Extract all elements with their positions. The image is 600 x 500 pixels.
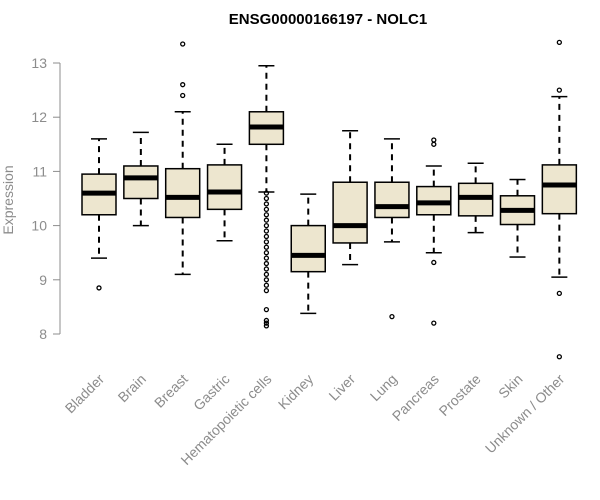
iqr-box: [332, 181, 368, 244]
box-bladder: [81, 138, 117, 291]
outlier-point: [263, 277, 270, 283]
outlier-point: [263, 271, 270, 278]
outlier-point: [263, 201, 270, 207]
outlier-point: [263, 250, 270, 256]
outlier-point: [263, 217, 270, 223]
outlier-point: [263, 255, 270, 261]
box-prostate: [457, 162, 494, 234]
outlier-point: [263, 244, 270, 250]
x-tick-label: Liver: [325, 371, 358, 404]
outlier-point: [389, 314, 395, 320]
outlier-point: [556, 354, 562, 360]
y-tick-label: 12: [31, 109, 47, 125]
iqr-box: [123, 165, 159, 200]
outlier-point: [431, 141, 437, 147]
iqr-box: [374, 181, 410, 219]
x-tick-label: Skin: [495, 371, 526, 402]
y-tick-label: 11: [32, 163, 47, 179]
outlier-point: [263, 287, 270, 294]
y-tick-label: 10: [31, 218, 47, 234]
outlier-point: [263, 222, 270, 229]
outlier-point: [263, 195, 270, 202]
outlier-point: [556, 39, 562, 46]
box-skin: [499, 178, 536, 258]
outlier-point: [96, 285, 102, 291]
x-tick-label: Kidney: [275, 371, 317, 413]
box-pancreas: [416, 137, 452, 326]
y-tick-label: 8: [39, 326, 47, 342]
box-kidney: [290, 193, 326, 315]
outlier-point: [556, 87, 562, 93]
y-axis: 8 9 10 11 12 13: [31, 55, 61, 342]
outlier-point: [180, 92, 186, 99]
outlier-point: [263, 228, 270, 234]
outlier-point: [263, 233, 270, 240]
outlier-point: [556, 290, 562, 297]
y-tick-label: 13: [31, 55, 47, 71]
outlier-point: [180, 41, 186, 47]
box-brain: [123, 131, 159, 227]
x-tick-label: Pancreas: [389, 371, 442, 424]
iqr-box: [206, 164, 243, 211]
outlier-point: [263, 266, 270, 272]
outlier-point: [263, 212, 270, 218]
outlier-point: [263, 260, 270, 267]
outlier-point: [263, 206, 270, 212]
iqr-box: [164, 167, 201, 219]
box-hematopoietic-cells: [248, 64, 285, 329]
box-breast: [164, 41, 201, 276]
outlier-point: [180, 82, 186, 88]
box-series: [81, 39, 578, 360]
x-tick-label: Prostate: [436, 371, 484, 419]
box-lung: [374, 138, 410, 320]
x-tick-label: Brain: [115, 371, 149, 405]
iqr-box: [290, 224, 326, 273]
outlier-point: [431, 320, 437, 326]
outlier-point: [263, 317, 270, 324]
outlier-point: [263, 239, 270, 245]
outlier-point: [263, 323, 270, 329]
outlier-point: [263, 306, 270, 313]
box-gastric: [206, 143, 243, 242]
iqr-box: [541, 164, 578, 215]
chart-title: ENSG00000166197 - NOLC1: [229, 11, 427, 28]
outlier-point: [431, 259, 437, 266]
y-axis-label: Expression: [0, 165, 16, 234]
x-tick-label: Breast: [151, 371, 191, 411]
outlier-point: [263, 282, 270, 288]
outlier-point: [263, 320, 270, 326]
x-tick-label: Unknown / Other: [482, 371, 568, 457]
box-unknown-other: [541, 39, 578, 360]
x-tick-label: Lung: [367, 371, 400, 404]
y-tick-label: 9: [39, 272, 47, 288]
outlier-point: [431, 137, 437, 143]
x-tick-label: Bladder: [62, 371, 108, 417]
box-liver: [332, 130, 368, 266]
outlier-point: [263, 190, 270, 196]
